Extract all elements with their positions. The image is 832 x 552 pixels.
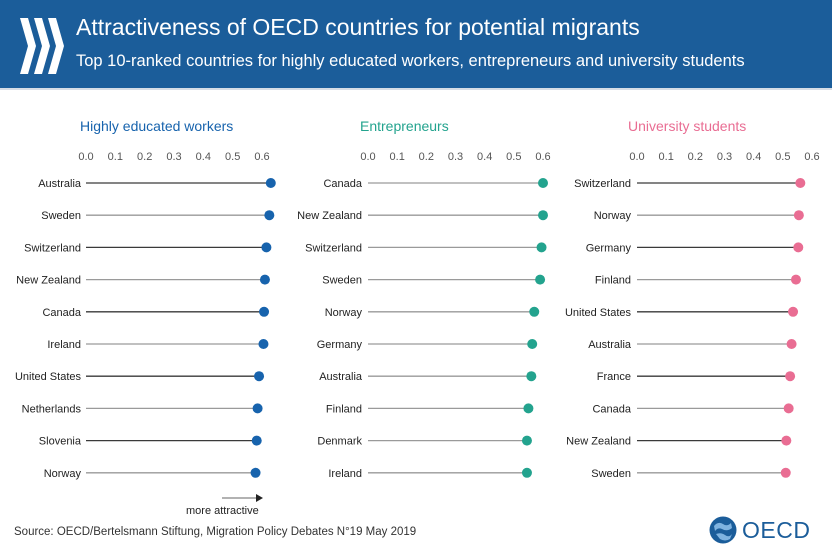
- lollipop-dot: [251, 435, 262, 446]
- x-tick-label: 0.2: [419, 151, 434, 163]
- category-label: Norway: [44, 468, 82, 480]
- x-tick-label: 0.4: [196, 151, 211, 163]
- lollipop-dot: [788, 306, 799, 317]
- category-label: Norway: [325, 307, 363, 319]
- lollipop-dot: [793, 242, 804, 253]
- lollipop-dot: [521, 435, 532, 446]
- lollipop-dot: [538, 178, 548, 188]
- oecd-logo-text: OECD: [742, 516, 811, 543]
- category-label: Australia: [38, 178, 82, 190]
- lollipop-dot: [261, 242, 272, 253]
- category-label: Germany: [317, 339, 363, 351]
- x-tick-label: 0.0: [360, 151, 375, 163]
- category-label: Slovenia: [39, 436, 82, 448]
- x-tick-label: 0.0: [78, 151, 93, 163]
- category-label: Norway: [594, 210, 632, 222]
- category-label: Ireland: [328, 468, 362, 480]
- x-tick-label: 0.3: [448, 151, 463, 163]
- lollipop-dot: [265, 178, 276, 188]
- x-tick-label: 0.6: [535, 151, 550, 163]
- lollipop-dot: [781, 435, 792, 446]
- lollipop-dot: [780, 467, 791, 478]
- x-tick-label: 0.5: [775, 151, 790, 163]
- lollipop-dot: [264, 210, 275, 221]
- category-label: Sweden: [322, 275, 362, 287]
- category-label: Netherlands: [22, 403, 82, 415]
- more-attractive-note: more attractive: [186, 505, 259, 517]
- oecd-logo: OECD: [708, 515, 810, 545]
- x-tick-label: 0.3: [166, 151, 181, 163]
- category-label: Canada: [42, 307, 81, 319]
- category-label: United States: [565, 307, 632, 319]
- lollipop-dot: [527, 339, 538, 349]
- category-label: Sweden: [591, 468, 631, 480]
- more-attractive-label: more attractive: [186, 505, 259, 517]
- category-label: Canada: [323, 178, 362, 190]
- x-tick-label: 0.1: [659, 151, 674, 163]
- x-tick-label: 0.5: [225, 151, 240, 163]
- category-label: Denmark: [317, 436, 362, 448]
- x-tick-label: 0.1: [390, 151, 405, 163]
- lollipop-dot: [259, 306, 270, 317]
- globe-icon: [709, 516, 737, 544]
- lollipop-dot: [793, 210, 804, 221]
- x-tick-label: 0.0: [629, 151, 644, 163]
- panel-title: University students: [628, 118, 746, 134]
- x-tick-label: 0.6: [804, 151, 819, 163]
- x-tick-label: 0.5: [506, 151, 521, 163]
- x-tick-label: 0.1: [108, 151, 123, 163]
- lollipop-dot: [250, 467, 261, 478]
- x-tick-label: 0.6: [254, 151, 269, 163]
- source-note: Source: OECD/Bertelsmann Stiftung, Migra…: [14, 526, 417, 538]
- lollipop-dot: [538, 210, 548, 221]
- more-attractive-arrow-head-icon: [256, 494, 263, 502]
- category-label: Sweden: [41, 210, 81, 222]
- lollipop-dot: [785, 371, 796, 382]
- lollipop-dot: [259, 274, 270, 285]
- panel-title: Entrepreneurs: [360, 118, 449, 134]
- category-label: Finland: [595, 275, 631, 287]
- panel-title: Highly educated workers: [80, 118, 233, 134]
- lollipop-dot: [521, 467, 532, 478]
- lollipop-dot: [536, 242, 547, 253]
- lollipop-dot: [795, 178, 806, 188]
- category-label: France: [597, 371, 631, 383]
- category-label: Australia: [319, 371, 363, 383]
- chart-title: Attractiveness of OECD countries for pot…: [76, 14, 640, 40]
- chart-subtitle: Top 10-ranked countries for highly educa…: [76, 52, 745, 70]
- x-tick-label: 0.4: [477, 151, 492, 163]
- lollipop-dot: [254, 371, 265, 382]
- lollipop-dot: [783, 403, 794, 414]
- category-label: Canada: [592, 403, 631, 415]
- category-label: New Zealand: [297, 210, 362, 222]
- category-label: Australia: [588, 339, 632, 351]
- category-label: Ireland: [47, 339, 81, 351]
- category-label: Switzerland: [574, 178, 631, 190]
- lollipop-dot: [523, 403, 534, 414]
- category-label: United States: [15, 371, 82, 383]
- x-tick-label: 0.3: [717, 151, 732, 163]
- lollipop-dot: [529, 306, 540, 317]
- category-label: Finland: [326, 403, 362, 415]
- category-label: New Zealand: [566, 436, 631, 448]
- lollipop-dot: [786, 339, 797, 349]
- lollipop-dot: [252, 403, 263, 414]
- category-label: Germany: [586, 242, 632, 254]
- category-label: New Zealand: [16, 275, 81, 287]
- x-tick-label: 0.2: [688, 151, 703, 163]
- lollipop-dot: [258, 339, 269, 349]
- x-tick-label: 0.2: [137, 151, 152, 163]
- lollipop-dot: [526, 371, 537, 382]
- category-label: Switzerland: [305, 242, 362, 254]
- lollipop-dot: [535, 274, 546, 285]
- header-banner: Attractiveness of OECD countries for pot…: [0, 0, 832, 88]
- oecd-chevron-icon: [20, 18, 64, 74]
- x-tick-label: 0.4: [746, 151, 761, 163]
- header-divider: [0, 88, 832, 90]
- category-label: Switzerland: [24, 242, 81, 254]
- lollipop-dot: [790, 274, 801, 285]
